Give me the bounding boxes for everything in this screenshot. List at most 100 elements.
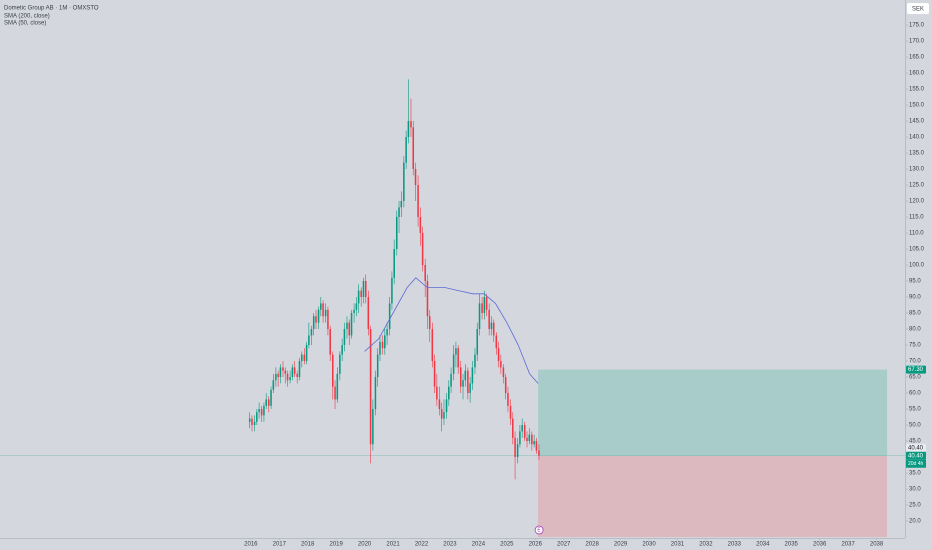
candle-body — [350, 313, 353, 336]
y-tick-label: 20.0 — [909, 519, 921, 525]
candle-body — [386, 329, 388, 336]
candle-body — [279, 367, 282, 378]
candle-body — [507, 393, 509, 406]
x-tick-label: 2016 — [244, 542, 258, 548]
candle-body — [341, 345, 343, 355]
candle-body — [478, 303, 481, 330]
candle-body — [391, 277, 393, 304]
candle-body — [322, 303, 324, 317]
candle-body — [504, 377, 507, 394]
candle-body — [381, 341, 384, 349]
candle-body — [438, 399, 441, 410]
y-tick-label: 155.0 — [909, 87, 925, 93]
candle-body — [485, 297, 488, 310]
y-tick-label: 150.0 — [909, 103, 925, 109]
candle-body — [258, 409, 260, 413]
candle-body — [500, 361, 502, 368]
x-tick-label: 2028 — [585, 542, 599, 548]
currency[interactable]: SEK — [912, 7, 924, 13]
candle-body — [514, 437, 516, 458]
candle-body — [282, 367, 284, 371]
currency-box[interactable] — [907, 3, 929, 14]
candle-body — [267, 399, 270, 406]
candle-body — [538, 450, 540, 456]
candle-body — [428, 316, 431, 330]
y-tick-label: 140.0 — [909, 135, 925, 141]
x-tick-label: 2024 — [472, 542, 486, 548]
candle-body — [320, 303, 322, 310]
x-tick-label: 2035 — [785, 542, 799, 548]
x-tick-label: 2021 — [386, 542, 400, 548]
y-tick-label: 35.0 — [909, 471, 921, 477]
candle-body — [483, 297, 486, 314]
candle-body — [403, 162, 405, 201]
candle-body — [331, 354, 334, 387]
y-tick-label: 100.0 — [909, 263, 925, 269]
target-price-label-box — [906, 365, 926, 374]
x-tick-label: 2018 — [301, 542, 315, 548]
candle-body — [346, 322, 348, 330]
candle-body — [251, 418, 253, 426]
candle-body — [521, 425, 523, 432]
candle-body — [376, 354, 379, 378]
candle-body — [293, 367, 296, 374]
candle-body — [343, 329, 346, 346]
y-tick-label: 120.0 — [909, 199, 925, 205]
candle-body — [490, 322, 493, 330]
y-tick-label: 60.0 — [909, 391, 921, 397]
candle-body — [324, 309, 327, 317]
target-price-label: 67.30 — [908, 367, 924, 373]
candle-body — [367, 297, 370, 330]
candle-body — [535, 441, 538, 451]
last-price-label: 40.40 — [908, 453, 924, 459]
x-tick-label: 2017 — [273, 542, 287, 548]
candle-body — [372, 409, 374, 445]
candle-body — [256, 412, 258, 422]
candle-body — [457, 348, 459, 368]
x-tick-label: 2036 — [813, 542, 827, 548]
x-tick-label: 2033 — [728, 542, 742, 548]
candle-body — [462, 380, 464, 387]
candle-body — [253, 421, 256, 426]
candle-body — [310, 329, 313, 336]
x-tick-label: 2037 — [841, 542, 855, 548]
entry-price-label-box — [906, 443, 926, 452]
y-tick-label: 70.0 — [909, 359, 921, 365]
candle-body — [426, 281, 429, 317]
candle-body — [291, 367, 294, 378]
legend-entry: SMA (50, close) — [4, 21, 46, 27]
sma-line — [364, 277, 539, 384]
candle-body — [308, 335, 310, 346]
candle-body — [300, 354, 303, 362]
candle-body — [431, 329, 434, 362]
candle-body — [414, 168, 417, 185]
candle-body — [433, 361, 436, 387]
candle-body — [523, 425, 526, 438]
candle-body — [284, 370, 287, 374]
x-tick-label: 2029 — [614, 542, 628, 548]
x-tick-label: 2023 — [443, 542, 457, 548]
candle-body — [495, 335, 498, 349]
y-tick-label: 50.0 — [909, 423, 921, 429]
candle-body — [467, 370, 469, 394]
y-tick-label: 125.0 — [909, 183, 925, 189]
y-tick-label: 80.0 — [909, 327, 921, 333]
candle-body — [364, 281, 367, 298]
y-tick-label: 115.0 — [909, 215, 924, 221]
candle-body — [497, 348, 500, 362]
candle-body — [312, 316, 315, 330]
y-tick-label: 30.0 — [909, 487, 921, 493]
candle-body — [369, 329, 372, 445]
candle-body — [512, 418, 514, 438]
candle-body — [440, 409, 443, 419]
candle-body — [265, 399, 267, 406]
candle-body — [405, 136, 407, 163]
candle-body — [357, 290, 360, 304]
candle-body — [277, 373, 279, 378]
candle-body — [248, 418, 251, 422]
candle-body — [305, 345, 308, 362]
candle-body — [393, 248, 395, 278]
x-tick-label: 2034 — [756, 542, 770, 548]
y-tick-label: 45.0 — [909, 439, 921, 445]
